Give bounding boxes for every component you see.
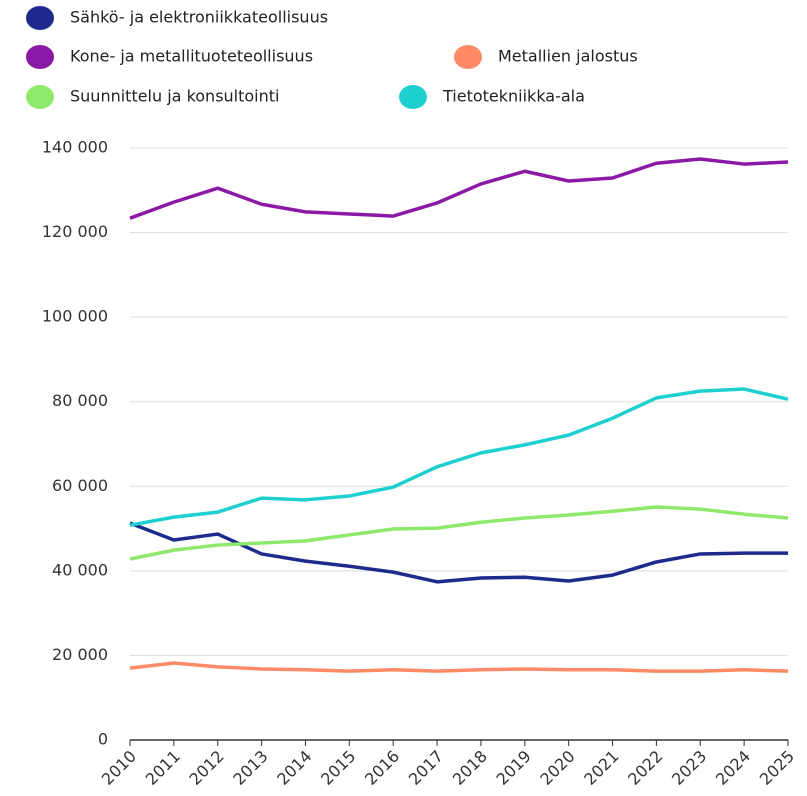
legend-swatch [26,45,54,69]
x-tick-label: 2012 [186,747,228,789]
series-line [129,661,789,673]
legend-label: Metallien jalostus [498,47,638,66]
x-tick-label: 2017 [405,747,447,789]
x-tick-label: 2010 [98,747,140,789]
y-tick-label: 40 000 [52,560,108,579]
series-line [129,505,789,561]
legend-swatch [399,85,427,109]
legend-label: Suunnittelu ja konsultointi [70,87,279,106]
y-tick-label: 80 000 [52,391,108,410]
x-tick-label: 2014 [273,747,315,789]
legend-swatch [26,6,54,30]
x-tick-label: 2021 [580,747,622,789]
legend-swatch [454,45,482,69]
x-tick-label: 2025 [756,747,798,789]
x-tick-label: 2018 [449,747,491,789]
x-tick-label: 2020 [536,747,578,789]
series-line [129,157,789,220]
x-tick-label: 2015 [317,747,359,789]
legend-label: Kone- ja metallituoteteollisuus [70,47,313,66]
y-tick-label: 20 000 [52,645,108,664]
y-tick-label: 100 000 [42,307,108,326]
x-tick-label: 2023 [668,747,710,789]
x-tick-label: 2024 [712,747,754,789]
x-tick-label: 2013 [229,747,271,789]
y-tick-label: 120 000 [42,222,108,241]
y-tick-label: 140 000 [42,138,108,157]
legend-label: Sähkö- ja elektroniikkateollisuus [70,8,328,27]
x-tick-label: 2011 [142,747,184,789]
legend-swatch [26,85,54,109]
legend-label: Tietotekniikka-ala [442,87,585,106]
y-tick-label: 0 [98,730,108,749]
series-line [129,387,789,527]
x-tick-label: 2019 [493,747,535,789]
y-tick-label: 60 000 [52,476,108,495]
series-line [129,521,788,584]
x-tick-label: 2022 [624,747,666,789]
x-tick-label: 2016 [361,747,403,789]
